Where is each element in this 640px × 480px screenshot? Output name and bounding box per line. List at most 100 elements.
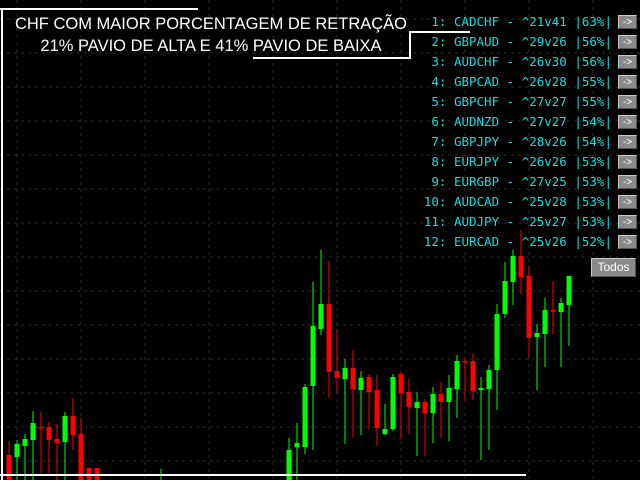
ranking-text: 9: EURGBP - ^27v25 |53%| [431, 174, 612, 189]
ranking-row: 11: AUDJPY - ^25v27 |53%| -> [410, 212, 640, 230]
title-line-1: CHF COM MAIOR PORCENTAGEM DE RETRAÇÃO [14, 15, 408, 33]
candle-body [350, 368, 356, 389]
ranking-ratio: ^25v28 [521, 194, 567, 209]
candle-body [70, 416, 76, 435]
open-pair-button[interactable]: -> [618, 135, 637, 149]
candle-body [326, 304, 332, 372]
ranking-ratio: ^21v41 [521, 14, 567, 29]
frame-line-list-top [409, 31, 470, 33]
ranking-rank: 12: [423, 234, 447, 249]
ranking-pct: |55%| [574, 74, 612, 89]
ranking-rank: 2: [431, 34, 447, 49]
ranking-rank: 5: [431, 94, 447, 109]
candle-body [558, 303, 564, 312]
ranking-ratio: ^27v27 [521, 114, 567, 129]
open-pair-button[interactable]: -> [618, 55, 637, 69]
ranking-pair: EURCAD [453, 234, 500, 249]
candle-body [478, 388, 484, 390]
ranking-text: 12: EURCAD - ^25v26 |52%| [423, 234, 612, 249]
ranking-ratio: ^26v26 [521, 154, 567, 169]
candle-body [30, 423, 36, 440]
ranking-row: 3: AUDCHF - ^26v30 |56%| -> [410, 52, 640, 70]
ranking-text: 1: CADCHF - ^21v41 |63%| [431, 14, 612, 29]
candle-body [486, 370, 492, 389]
candle-body [286, 450, 292, 480]
open-pair-button[interactable]: -> [618, 15, 637, 29]
frame-line-title-right [409, 31, 411, 59]
open-pair-button[interactable]: -> [618, 195, 637, 209]
candle-body [542, 310, 548, 334]
candle-body [302, 387, 308, 447]
candle-body [14, 444, 20, 457]
candle-body [510, 256, 516, 282]
candle-body [46, 427, 52, 440]
ranking-pair: AUDCAD [453, 194, 500, 209]
open-pair-button[interactable]: -> [618, 95, 637, 109]
ranking-rank: 4: [431, 74, 447, 89]
ranking-pair: EURJPY [453, 154, 500, 169]
ranking-rank: 10: [423, 194, 447, 209]
candle-body [358, 378, 364, 390]
candle-body [446, 388, 452, 402]
ranking-row: 10: AUDCAD - ^25v28 |53%| -> [410, 192, 640, 210]
ranking-pct: |56%| [574, 34, 612, 49]
open-pair-button[interactable]: -> [618, 75, 637, 89]
candle-body [462, 361, 468, 363]
candle-body [78, 434, 84, 480]
candle-body [6, 455, 12, 480]
ranking-rank: 9: [431, 174, 447, 189]
ranking-pair: CADCHF [453, 14, 500, 29]
ranking-pair: EURGBP [453, 174, 500, 189]
ranking-pair: GBPCHF [453, 94, 500, 109]
ranking-rank: 1: [431, 14, 447, 29]
ranking-pct: |54%| [574, 134, 612, 149]
candle-body [566, 276, 572, 305]
candle-body [382, 429, 388, 434]
frame-line-bottom [0, 474, 526, 476]
ranking-text: 8: EURJPY - ^26v26 |53%| [431, 154, 612, 169]
ranking-pair: GBPAUD [453, 34, 500, 49]
ranking-ratio: ^27v27 [521, 94, 567, 109]
open-pair-button[interactable]: -> [618, 175, 637, 189]
ranking-pair: AUDCHF [453, 54, 500, 69]
candle-body [534, 333, 540, 337]
candle-body [366, 377, 372, 392]
ranking-text: 11: AUDJPY - ^25v27 |53%| [423, 214, 612, 229]
candle-body [422, 402, 428, 413]
ranking-text: 7: GBPJPY - ^28v26 |54%| [431, 134, 612, 149]
ranking-row: 12: EURCAD - ^25v26 |52%| -> [410, 232, 640, 250]
ranking-text: 2: GBPAUD - ^29v26 |56%| [431, 34, 612, 49]
ranking-row: 5: GBPCHF - ^27v27 |55%| -> [410, 92, 640, 110]
ranking-row: 6: AUDNZD - ^27v27 |54%| -> [410, 112, 640, 130]
candle-body [310, 326, 316, 386]
ranking-rank: 6: [431, 114, 447, 129]
ranking-pct: |56%| [574, 54, 612, 69]
ranking-pair: AUDNZD [453, 114, 500, 129]
ranking-row: 7: GBPJPY - ^28v26 |54%| -> [410, 132, 640, 150]
open-pair-button[interactable]: -> [618, 215, 637, 229]
candle-body [62, 416, 68, 442]
ranking-pair: GBPCAD [453, 74, 500, 89]
candle-body [294, 443, 300, 447]
ranking-pct: |53%| [574, 174, 612, 189]
ranking-row: 4: GBPCAD - ^26v28 |55%| -> [410, 72, 640, 90]
ranking-text: 6: AUDNZD - ^27v27 |54%| [431, 114, 612, 129]
todos-button[interactable]: Todos [591, 258, 636, 277]
open-pair-button[interactable]: -> [618, 35, 637, 49]
candle-body [398, 374, 404, 393]
candle-body [518, 256, 524, 277]
open-pair-button[interactable]: -> [618, 155, 637, 169]
candle-body [406, 392, 412, 407]
ranking-pct: |63%| [574, 14, 612, 29]
open-pair-button[interactable]: -> [618, 235, 637, 249]
ranking-pct: |55%| [574, 94, 612, 109]
candle-body [54, 439, 60, 443]
open-pair-button[interactable]: -> [618, 115, 637, 129]
ranking-ratio: ^27v25 [521, 174, 567, 189]
candle-body [438, 394, 444, 402]
ranking-row: 2: GBPAUD - ^29v26 |56%| -> [410, 32, 640, 50]
candle-body [414, 402, 420, 408]
frame-line-left [1, 8, 3, 480]
ranking-rank: 8: [431, 154, 447, 169]
